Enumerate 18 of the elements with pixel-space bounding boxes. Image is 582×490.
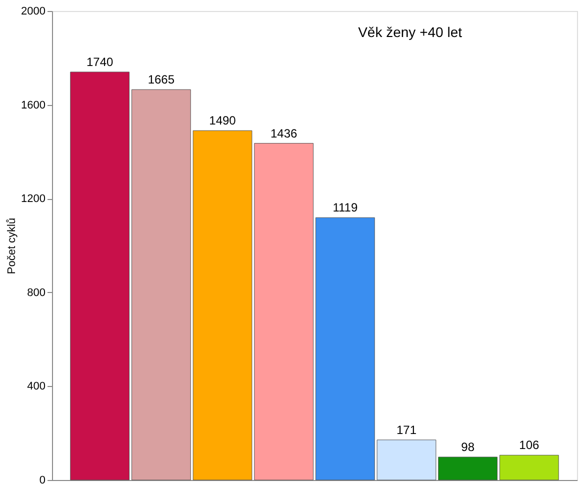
bar bbox=[499, 454, 559, 480]
y-tick-label: 1600 bbox=[21, 99, 46, 112]
data-label: 1490 bbox=[209, 114, 236, 128]
data-label: 1665 bbox=[148, 72, 175, 87]
data-label: 106 bbox=[519, 438, 540, 452]
y-tick-label: 2000 bbox=[21, 6, 46, 18]
y-tick-label: 0 bbox=[39, 474, 46, 486]
y-tick-label: 800 bbox=[27, 286, 46, 299]
y-tick-label: 400 bbox=[27, 380, 46, 393]
data-label: 1740 bbox=[86, 54, 114, 69]
y-tick-label: 1200 bbox=[21, 193, 46, 206]
data-label: 1119 bbox=[332, 200, 358, 215]
y-axis-title: Počet cyklů bbox=[6, 218, 18, 274]
data-label: 171 bbox=[396, 422, 417, 437]
data-label: 1436 bbox=[270, 126, 298, 140]
bar bbox=[70, 72, 130, 480]
annotation: Věk ženy +40 let bbox=[358, 24, 462, 40]
data-label: 98 bbox=[461, 440, 475, 454]
